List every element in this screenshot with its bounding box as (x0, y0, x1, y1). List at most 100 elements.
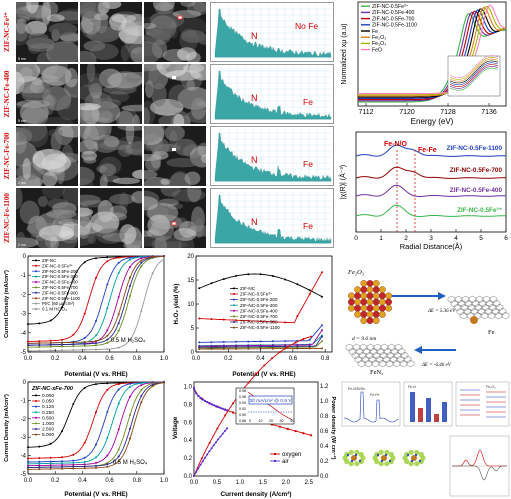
lsv1-y-tick: -4 (21, 331, 27, 337)
lsv1-marker (117, 272, 120, 274)
lsv2-marker (49, 467, 52, 470)
fuel-y-tick: 0.2 (184, 456, 193, 462)
h2o2-marker (284, 278, 287, 281)
oxygen-marker (286, 427, 289, 430)
xanes-inset-line (449, 65, 499, 89)
dft-n-atom (388, 459, 392, 463)
lsv2-marker (95, 443, 97, 446)
lsv1-marker (117, 296, 120, 298)
lsv2-marker (106, 454, 109, 457)
eds-label-fe: Fe (303, 159, 313, 169)
dft-bar (434, 414, 439, 422)
row-label-fe400: ZIF-NC-Fe-400 (3, 70, 11, 118)
lsv1-marker (117, 313, 120, 316)
xanes-series-line (358, 9, 507, 99)
micrograph-scale-label: 2 nm (18, 243, 26, 247)
xanes-series-line (358, 4, 507, 95)
dft-n-atom (410, 459, 414, 463)
h2o2-marker (284, 340, 287, 343)
air-marker (210, 403, 213, 406)
lsv2-marker (38, 457, 41, 460)
h2o2-legend-entry: ZIF-NC-0.5Fe-900 (240, 320, 278, 325)
lsv2-marker (117, 388, 120, 391)
xanes-legend-entry: Fe₂O₃ (372, 35, 386, 41)
lsv1-marker (83, 344, 86, 347)
lsv1-marker (106, 283, 109, 286)
dft-label: Fe-N (408, 385, 416, 389)
h2o2-marker (259, 345, 262, 348)
fuel-y2-tick: 0.4 (320, 444, 329, 450)
fuel-y2label: Power density (W cm⁻²) (330, 397, 337, 460)
xanes-series-line (358, 10, 507, 101)
lsv1-marker (163, 255, 165, 258)
oxygen-marker (271, 357, 274, 360)
h2o2-marker (259, 347, 262, 350)
oxygen-marker (278, 425, 281, 428)
h2o2-legend-marker (233, 287, 235, 290)
lsv1-legend-entry: ZIF-NC-0.5Fe-1100 (42, 296, 81, 301)
dft-charge-blob (418, 451, 424, 458)
dft-charge-blob (414, 449, 420, 455)
xanes-xlabel: Energy (eV) (411, 117, 454, 126)
h2o2-marker (271, 347, 274, 350)
dft-n-atom (384, 453, 388, 457)
exafs-chart: Fe-N/O Fe-Fe ZIF-NC-0.5Fe-1100 ZIF-NC-0.5… (338, 131, 508, 251)
lsv2-legend-marker (35, 428, 37, 430)
row-label-fe1100: ZIF-NC-Fe-1100 (3, 193, 11, 243)
lsv2-x-tick: 0.8 (133, 478, 142, 484)
exafs-ylabel: |χ(R)| (Å⁻³) (338, 165, 347, 199)
lsv2-marker (72, 463, 75, 466)
h2o2-marker (296, 283, 299, 286)
lsv2-x-tick: 0.0 (24, 478, 33, 484)
lsv1-marker (83, 261, 86, 264)
h2o2-marker (321, 340, 323, 343)
micrograph-r1-c3 (144, 2, 206, 62)
h2o2-marker (247, 273, 250, 276)
lsv2-marker (27, 462, 29, 465)
lsv1-marker (129, 258, 131, 261)
lsv2-legend-marker (35, 394, 37, 397)
h2o2-legend-entry: ZIF-NC-0.5Fe-400 (240, 308, 278, 313)
dft-charge-blob (378, 449, 384, 455)
oxygen-marker (200, 457, 203, 460)
air-marker (223, 408, 226, 411)
h2o2-legend-marker (233, 315, 235, 318)
exafs-x-tick: 0 (354, 235, 358, 242)
h2o2-marker (321, 324, 323, 327)
h2o2-marker (235, 347, 238, 350)
h2o2-marker (284, 321, 287, 324)
fuel-cell-polarization-chart: 0.980.960.940.920.900.88 0 10 20 30 40 30 mA/… (172, 335, 337, 498)
lsv2-marker (140, 382, 143, 385)
lsv2-marker (129, 414, 131, 416)
fuel-legend-marker (274, 460, 276, 462)
scheme-fenx-label: FeNₓ (370, 369, 383, 376)
fuel-inset (235, 387, 295, 425)
lsv2-marker (106, 382, 109, 385)
air-marker (201, 398, 204, 401)
micrograph-r3-c3 (144, 126, 206, 186)
lsv2-marker (129, 437, 131, 440)
dft-fe-center (351, 455, 357, 461)
fuel-inset-y-tick: 0.94 (239, 401, 246, 405)
lsv1-legend-entry: 0.1 M HClO₄ (42, 307, 67, 312)
lsv2-marker (72, 465, 75, 468)
h2o2-marker (198, 287, 201, 290)
h2o2-xlabel: Potential (V vs. RHE) (232, 371, 295, 378)
xanes-legend-entry: Fe (372, 29, 378, 35)
dft-n-atom (414, 453, 418, 457)
h2o2-marker (271, 340, 274, 343)
h2o2-x-tick: 0.8 (321, 356, 330, 362)
eds-label-n: N (251, 93, 258, 103)
h2o2-marker (235, 274, 238, 277)
eds-label-fe: Fe (303, 97, 313, 107)
exafs-series-line (355, 184, 506, 197)
dft-bar (418, 408, 423, 422)
h2o2-marker (247, 345, 250, 348)
xanes-chart: ZIF-NC-0.5Fe³⁺ZIF-NC-0.5Fe-400ZIF-NC-0.5… (341, 1, 507, 126)
air-marker (201, 460, 204, 463)
lsv2-legend-marker (35, 416, 37, 419)
exafs-x-tick: 2 (404, 235, 408, 242)
lsv1-y-tick: 0 (23, 254, 27, 260)
lsv2-marker (27, 446, 29, 449)
h2o2-marker (271, 275, 274, 277)
